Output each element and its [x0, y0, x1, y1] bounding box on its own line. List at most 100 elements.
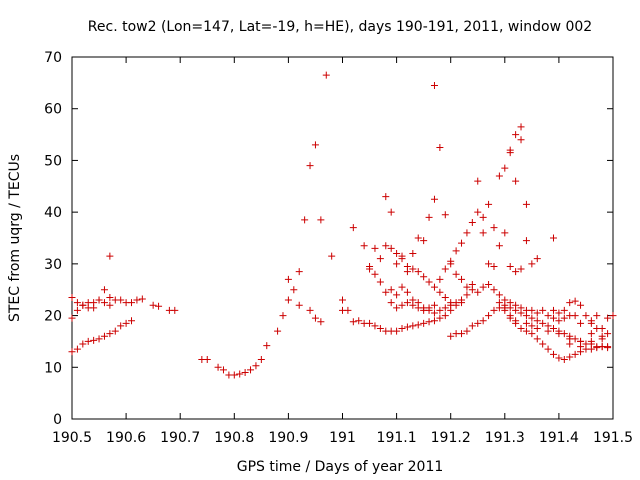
chart-title: Rec. tow2 (Lon=147, Lat=-19, h=HE), days… [88, 19, 592, 35]
data-point [490, 286, 498, 294]
data-point [544, 327, 552, 335]
data-point [441, 312, 449, 320]
data-point [79, 340, 87, 348]
data-point [441, 304, 449, 312]
data-point [382, 193, 390, 201]
x-tick-label: 191 [329, 430, 356, 446]
data-point [128, 299, 136, 307]
data-point [501, 229, 509, 237]
data-point [609, 312, 617, 320]
data-point [452, 270, 460, 278]
data-point [522, 319, 530, 327]
data-point [555, 309, 563, 317]
data-point [382, 242, 390, 250]
data-point [311, 314, 319, 322]
data-point [517, 136, 525, 144]
data-point [512, 317, 520, 325]
data-point [528, 322, 536, 330]
data-point [376, 325, 384, 332]
data-point [517, 309, 525, 317]
data-point [306, 306, 314, 314]
data-point [414, 321, 422, 329]
data-point [533, 309, 541, 317]
data-point [430, 301, 438, 309]
data-point [393, 250, 401, 258]
data-point [512, 177, 520, 185]
data-point [306, 162, 314, 170]
data-point [517, 325, 525, 332]
data-point [111, 327, 119, 335]
data-point [84, 337, 92, 345]
data-point [409, 322, 417, 330]
data-point [430, 195, 438, 203]
data-point [549, 306, 557, 314]
data-point [560, 314, 568, 322]
data-point [593, 312, 601, 320]
data-point [587, 337, 595, 345]
data-point [349, 318, 357, 326]
data-point [474, 288, 482, 296]
data-point [490, 306, 498, 314]
data-point [468, 218, 476, 226]
data-point [371, 270, 379, 278]
data-point [393, 327, 401, 335]
data-point [512, 131, 520, 139]
data-point [555, 330, 563, 338]
data-point [409, 265, 417, 273]
data-point [479, 283, 487, 291]
data-point [501, 304, 509, 312]
data-point [366, 319, 374, 327]
data-point [566, 353, 574, 361]
data-point [577, 301, 585, 309]
data-point [398, 301, 406, 309]
data-point [512, 268, 520, 276]
x-tick-label: 191.4 [539, 430, 579, 446]
data-point [533, 317, 541, 325]
y-tick-label: 60 [44, 102, 62, 118]
y-tick-label: 0 [53, 412, 62, 428]
data-point [252, 362, 260, 370]
data-point [128, 317, 136, 325]
data-point [284, 296, 292, 304]
data-point [441, 265, 449, 273]
data-point [387, 286, 395, 294]
data-point [149, 301, 157, 309]
data-point [479, 229, 487, 237]
data-point [171, 306, 179, 314]
data-point [479, 317, 487, 325]
data-point [430, 81, 438, 89]
data-point [301, 216, 309, 224]
data-point [414, 299, 422, 307]
data-point [95, 296, 103, 304]
data-point [403, 262, 411, 270]
data-point [214, 363, 222, 371]
data-point [533, 335, 541, 343]
data-point [155, 302, 163, 310]
data-point [517, 265, 525, 273]
data-point [495, 299, 503, 307]
data-point [468, 286, 476, 294]
data-point [387, 244, 395, 252]
data-point [290, 286, 298, 294]
data-point [474, 319, 482, 327]
data-point [430, 317, 438, 325]
x-axis-label: GPS time / Days of year 2011 [237, 459, 444, 475]
data-point [339, 296, 346, 304]
data-point [279, 312, 287, 320]
data-point [68, 293, 76, 301]
data-point [311, 141, 319, 149]
data-point [522, 327, 530, 335]
data-point [528, 314, 536, 322]
data-point [366, 265, 374, 273]
y-tick-label: 20 [44, 309, 62, 325]
y-tick-label: 50 [44, 153, 62, 169]
data-point [463, 229, 471, 237]
data-point [549, 350, 557, 358]
data-point [517, 123, 525, 131]
data-point [485, 200, 493, 208]
data-point [447, 332, 455, 340]
data-point [90, 336, 98, 344]
data-point [322, 71, 330, 79]
y-axis-label: STEC from uqrg / TECUs [7, 154, 23, 322]
data-point [317, 216, 325, 224]
